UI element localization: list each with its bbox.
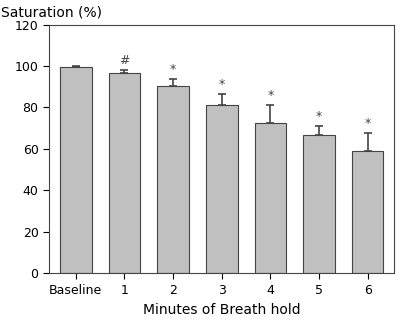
- Bar: [254, 123, 286, 273]
- Text: *: *: [316, 110, 322, 123]
- Bar: [108, 73, 140, 273]
- Text: Saturation (%): Saturation (%): [0, 5, 102, 20]
- Text: #: #: [119, 54, 130, 67]
- Bar: [352, 151, 384, 273]
- Bar: [303, 135, 335, 273]
- Bar: [157, 86, 189, 273]
- X-axis label: Minutes of Breath hold: Minutes of Breath hold: [143, 303, 300, 318]
- Text: *: *: [170, 63, 176, 76]
- Text: *: *: [364, 117, 371, 130]
- Bar: [206, 105, 238, 273]
- Text: *: *: [267, 89, 274, 102]
- Text: *: *: [218, 78, 225, 91]
- Bar: [60, 67, 92, 273]
